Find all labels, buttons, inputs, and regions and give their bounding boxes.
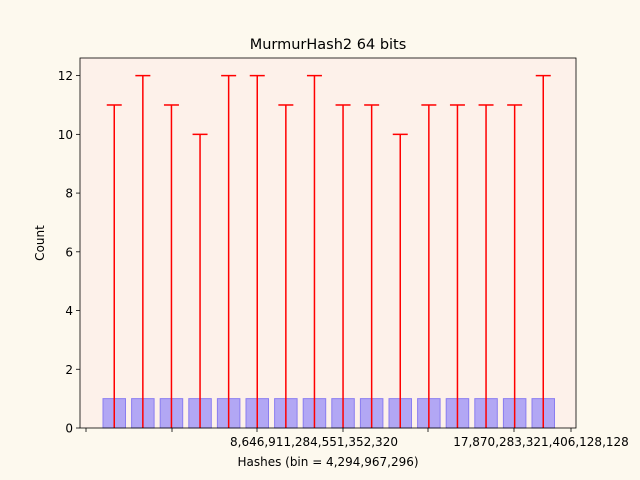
- y-tick-label: 6: [65, 245, 73, 259]
- error-bar: [421, 104, 437, 428]
- error-bar: [478, 104, 494, 428]
- error-bar: [106, 104, 122, 428]
- y-tick-label: 0: [65, 422, 73, 436]
- y-tick-label: 4: [65, 304, 73, 318]
- error-bar: [507, 104, 523, 428]
- x-tick-label: 8,646,911,284,551,352,320: [230, 435, 398, 449]
- error-bar: [278, 104, 294, 428]
- error-bar: [535, 74, 551, 428]
- x-axis-label: Hashes (bin = 4,294,967,296): [237, 455, 418, 469]
- y-tick-label: 2: [65, 363, 73, 377]
- chart-title: MurmurHash2 64 bits: [250, 37, 407, 53]
- y-tick-label: 10: [58, 128, 73, 142]
- error-bar: [392, 133, 408, 428]
- error-bar: [221, 74, 237, 428]
- y-tick-label: 12: [58, 69, 73, 83]
- error-bar: [364, 104, 380, 428]
- x-axis-ticks: 8,646,911,284,551,352,320 17,870,283,321,…: [85, 428, 629, 449]
- error-bar: [449, 104, 465, 428]
- x-tick-label: 17,870,283,321,406,128,128: [453, 435, 629, 449]
- error-bar: [335, 104, 351, 428]
- error-bar: [192, 133, 208, 428]
- error-bars-group: [106, 74, 551, 428]
- plot-frame: [79, 57, 577, 429]
- error-bar: [249, 74, 265, 428]
- plot-area: [80, 58, 576, 428]
- error-bar: [306, 74, 322, 428]
- y-axis-label: Count: [33, 225, 47, 261]
- y-tick-label: 8: [65, 187, 73, 201]
- error-bar: [163, 104, 179, 428]
- y-axis-ticks: 0 2 4 6 8 10 12: [58, 69, 80, 436]
- error-bar: [135, 74, 151, 428]
